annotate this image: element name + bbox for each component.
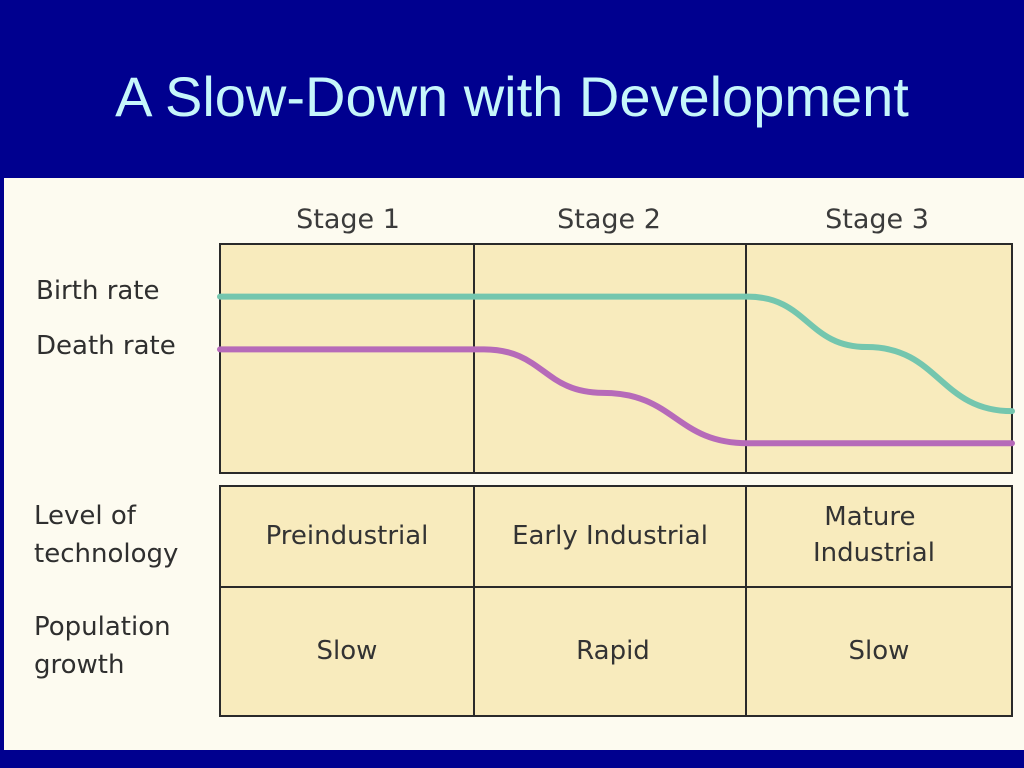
technology-row-label-line-1: Level of bbox=[34, 501, 137, 531]
population-row-label-line-2: growth bbox=[34, 650, 124, 680]
population-stage-1-cell: Slow bbox=[317, 636, 378, 666]
stage-table bbox=[219, 485, 1013, 717]
stage-2-label: Stage 2 bbox=[557, 204, 661, 235]
birth-rate-line bbox=[217, 293, 1015, 415]
stage-1-label: Stage 1 bbox=[296, 204, 400, 235]
technology-row-label-line-2: technology bbox=[34, 539, 178, 569]
technology-stage-1-cell: Preindustrial bbox=[266, 521, 429, 551]
demographic-transition-chart: Stage 1 Stage 2 Stage 3 Birth rate Death… bbox=[34, 204, 1015, 717]
population-row-label: Population growth bbox=[34, 612, 179, 680]
technology-stage-3-line-1: Mature bbox=[824, 502, 915, 532]
birth-rate-label: Birth rate bbox=[36, 276, 160, 306]
demographic-transition-figure: Stage 1 Stage 2 Stage 3 Birth rate Death… bbox=[4, 178, 1024, 750]
rate-panel bbox=[219, 243, 1013, 474]
population-stage-3-cell: Slow bbox=[849, 636, 910, 666]
population-row-label-line-1: Population bbox=[34, 612, 171, 642]
technology-row-label: Level of technology bbox=[34, 501, 178, 569]
bottom-bar bbox=[0, 750, 1024, 768]
stage-3-label: Stage 3 bbox=[825, 204, 929, 235]
slide-title: A Slow-Down with Development bbox=[115, 65, 909, 128]
technology-stage-2-cell: Early Industrial bbox=[512, 521, 708, 551]
death-rate-line bbox=[217, 346, 1015, 447]
population-stage-2-cell: Rapid bbox=[576, 636, 650, 666]
death-rate-label: Death rate bbox=[36, 331, 176, 361]
technology-stage-3-line-2: Industrial bbox=[813, 538, 935, 568]
technology-stage-3-cell: Mature Industrial bbox=[813, 502, 935, 568]
